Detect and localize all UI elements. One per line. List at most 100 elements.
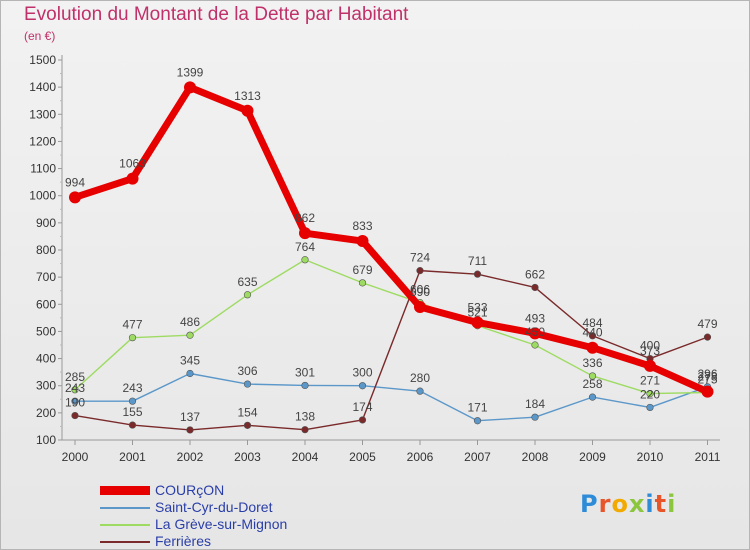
legend-swatch [100,486,150,495]
y-tick-label: 800 [36,243,56,257]
data-label: 306 [237,364,257,378]
data-point [301,381,309,390]
data-label: 486 [180,315,200,329]
logo-letter: x [628,490,646,518]
data-point [243,291,252,299]
data-point [356,235,369,248]
data-point [588,372,597,380]
data-label: 258 [582,377,602,391]
x-tick-label: 2008 [522,450,549,464]
legend-label: Ferrières [155,533,212,549]
series-line [74,269,709,431]
y-tick-label: 500 [36,324,56,338]
data-point [301,256,309,264]
data-point [644,359,656,372]
data-point [186,426,194,434]
y-tick-label: 1100 [30,162,56,176]
data-label: 440 [582,326,602,340]
x-tick-label: 2000 [62,450,89,464]
data-label: 711 [468,254,487,268]
legend-swatch [100,506,150,509]
y-tick-label: 300 [36,379,56,393]
data-point [71,397,79,405]
logo-letter: P [580,490,599,518]
y-tick-label: 1400 [29,80,56,94]
data-label: 184 [525,397,545,411]
legend-item: COURçON [100,482,287,499]
data-point [186,369,194,378]
data-point [531,341,539,349]
series-line [74,372,709,422]
data-point [299,227,311,240]
data-label: 679 [352,263,372,277]
data-point [358,416,367,424]
data-point [646,389,654,398]
x-tick-label: 2011 [695,450,721,464]
data-point [588,332,597,340]
data-point [243,380,252,388]
data-point [71,411,79,420]
x-tick-label: 2007 [464,450,491,464]
data-label: 345 [180,354,200,368]
legend-swatch [100,523,150,526]
data-label: 1313 [234,89,261,103]
data-label: 301 [295,365,315,379]
data-label: 275 [697,373,717,387]
data-label: 138 [295,410,315,424]
data-point [301,426,309,434]
x-tick-label: 2001 [119,450,146,464]
logo-letter: i [667,490,677,518]
logo-letter: o [611,490,629,518]
data-point [69,191,81,204]
data-point [471,316,484,329]
logo-letter: r [598,490,612,518]
data-label: 479 [697,317,717,331]
x-tick-label: 2003 [234,450,261,464]
data-label: 450 [525,325,545,339]
data-label: 533 [467,300,487,314]
data-point [128,421,137,429]
x-tick-label: 2002 [177,450,204,464]
data-label: 280 [410,371,430,385]
data-label: 662 [525,267,545,281]
data-label: 373 [640,344,660,358]
data-point [416,267,424,275]
legend-label: La Grève-sur-Mignon [155,516,288,532]
legend-label: Saint-Cyr-du-Doret [155,499,273,515]
data-point [701,385,714,398]
y-tick-label: 400 [36,352,56,366]
series-line [74,259,709,395]
logo-letter: t [654,490,668,518]
data-point [126,172,139,185]
data-label: 278 [697,370,717,384]
legend-item: Ferrières [100,533,287,550]
logo-letter: i [645,490,655,518]
data-point [128,334,137,342]
proxiti-logo: Proxiti [580,490,676,518]
data-label: 336 [582,356,602,370]
data-label: 590 [410,285,430,299]
data-point [184,81,196,94]
data-label: 171 [467,401,487,415]
data-label: 243 [122,381,142,395]
legend-swatch [100,540,150,543]
data-label: 1063 [119,157,146,171]
data-label: 724 [410,251,430,265]
chart-unit: (en €) [24,29,56,43]
data-label: 606 [410,283,430,297]
data-label: 477 [122,318,142,332]
data-label: 1399 [177,65,204,79]
y-tick-label: 1500 [29,53,56,67]
data-label: 220 [640,387,660,401]
data-label: 833 [352,219,372,233]
data-label: 635 [237,275,257,289]
data-point [531,413,539,421]
data-point [241,104,254,117]
y-tick-label: 900 [36,216,56,230]
x-tick-label: 2005 [349,450,376,464]
data-label: 243 [65,381,85,395]
legend-label: COURçON [155,482,225,498]
data-point [473,417,482,425]
